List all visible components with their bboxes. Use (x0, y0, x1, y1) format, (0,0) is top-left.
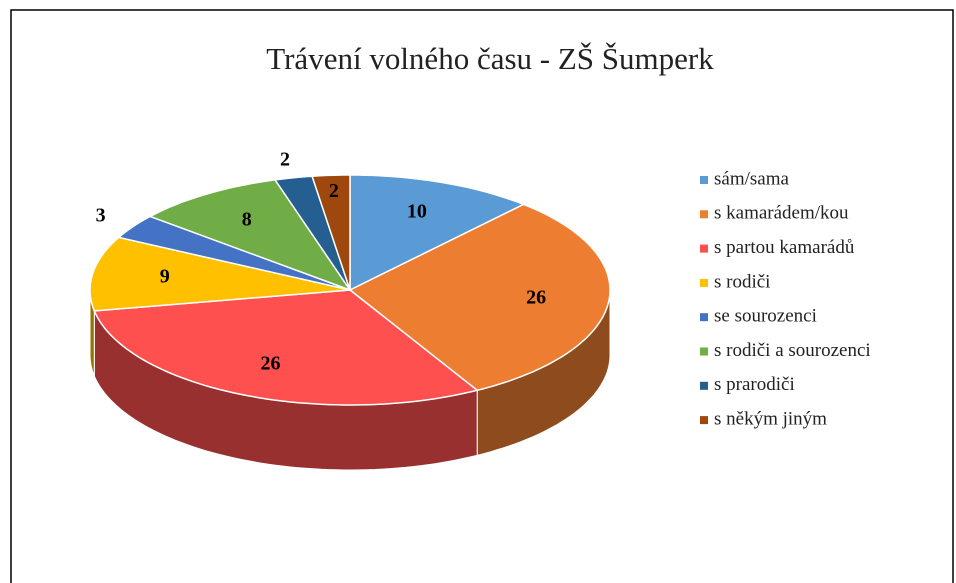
data-label: 10 (407, 200, 427, 222)
legend-label: s prarodiči (714, 374, 795, 395)
legend-swatch (700, 176, 708, 184)
data-label: 2 (280, 149, 290, 171)
slice (93, 289, 479, 406)
legend-label: s někým jiným (714, 408, 827, 429)
legend-label: s kamarádem/kou (714, 203, 849, 224)
slice (273, 175, 351, 291)
data-label: 2 (329, 180, 339, 202)
legend-swatch (700, 313, 708, 322)
slice (89, 236, 351, 312)
legend-swatch (700, 347, 708, 356)
data-label: 26 (261, 353, 281, 375)
legend-label: se sourozenci (714, 306, 817, 327)
slice (311, 174, 351, 291)
legend-swatch (700, 244, 708, 253)
chart-title: Trávení volného času - ZŠ Šumperk (266, 41, 714, 76)
data-label: 26 (526, 287, 546, 309)
legend-label: s rodiči (714, 271, 770, 292)
legend-swatch (700, 278, 708, 287)
legend-label: s partou kamarádů (714, 237, 855, 258)
legend-swatch (700, 381, 708, 390)
data-label: 9 (160, 266, 170, 288)
legend-swatch (700, 210, 708, 219)
slice (349, 174, 526, 292)
legend-label: s rodiči a sourozenci (714, 340, 871, 361)
legend-swatch (700, 416, 708, 425)
slice (117, 215, 351, 291)
data-label: 8 (242, 209, 252, 231)
slice (348, 203, 611, 392)
slice (148, 179, 352, 292)
data-label: 3 (96, 205, 106, 227)
legend-label: sám/sama (714, 168, 789, 189)
